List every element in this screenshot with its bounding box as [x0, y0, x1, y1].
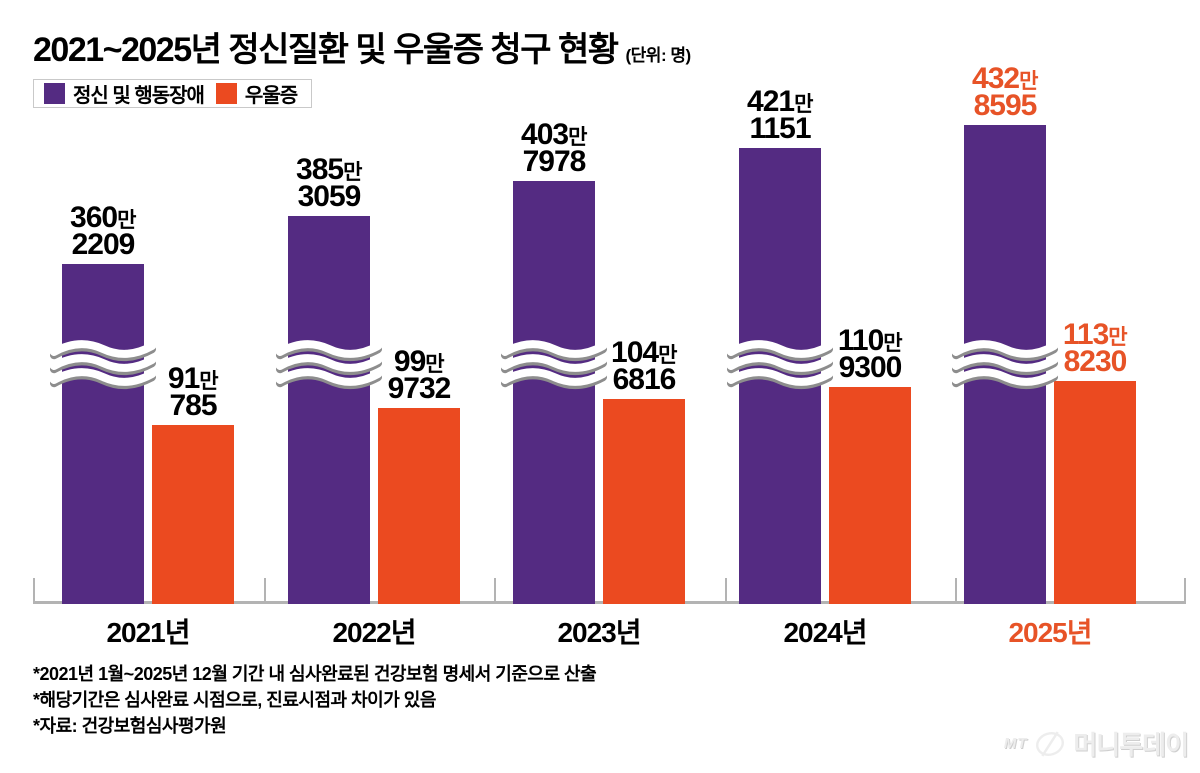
footnote-line-1: *2021년 1월~2025년 12월 기간 내 심사완료된 건강보험 명세서 …: [33, 664, 597, 684]
page-title: 2021~2025년 정신질환 및 우울증 청구 현황 (단위: 명): [33, 22, 691, 71]
moneytoday-logo: MT 머니투데이: [1003, 725, 1189, 762]
x-axis-tick: [955, 578, 957, 604]
value-label-mental-disorder-2025: 432만 8595: [972, 62, 1038, 122]
value-label-depression-2024: 110만 9300: [837, 324, 903, 384]
legend-label-mental-disorder: 정신 및 행동장애: [73, 85, 205, 107]
legend-swatch-depression: [215, 83, 237, 104]
axis-break-wave: [276, 340, 382, 390]
axis-break-wave: [501, 340, 607, 390]
unit-label: (단위: 명): [625, 46, 692, 65]
year-label-2022: 2022년: [332, 617, 416, 648]
bar-depression-2024: [829, 387, 911, 604]
moneytoday-mt-text: MT: [1003, 735, 1028, 752]
x-axis-tick: [1184, 578, 1186, 604]
value-label-mental-disorder-2022: 385만 3059: [296, 153, 362, 213]
value-label-depression-2021: 91만 785: [167, 362, 219, 422]
axis-break-wave: [727, 340, 833, 390]
year-label-2024: 2024년: [783, 617, 867, 648]
value-label-mental-disorder-2023: 403만 7978: [521, 118, 587, 178]
axis-break-wave: [952, 340, 1058, 390]
value-label-depression-2022: 99만 9732: [387, 345, 452, 405]
legend: 정신 및 행동장애 우울증: [33, 79, 313, 108]
x-axis-tick: [33, 578, 35, 604]
footnote-line-3: *자료: 건강보험심사평가원: [33, 716, 227, 736]
footnote-line-2: *해당기간은 심사완료 시점으로, 진료시점과 차이가 있음: [33, 690, 436, 710]
bar-mental-disorder-2021: [62, 264, 144, 604]
bar-depression-2021: [152, 425, 234, 604]
x-axis-tick: [725, 578, 727, 604]
value-label-mental-disorder-2024: 421만 1151: [747, 85, 813, 145]
page-title-text: 2021~2025년 정신질환 및 우울증 청구 현황: [33, 31, 619, 69]
footnotes: *2021년 1월~2025년 12월 기간 내 심사완료된 건강보험 명세서 …: [33, 661, 597, 739]
bar-depression-2023: [603, 399, 685, 604]
year-label-2025: 2025년: [1008, 617, 1092, 648]
moneytoday-name-text: 머니투데이: [1073, 730, 1189, 760]
bar-mental-disorder-2023: [513, 181, 595, 604]
value-label-depression-2025: 113만 8230: [1062, 318, 1128, 378]
value-label-depression-2023: 104만 6816: [611, 336, 677, 396]
x-axis-tick: [494, 578, 496, 604]
bar-depression-2022: [378, 408, 460, 604]
year-label-2021: 2021년: [106, 617, 190, 648]
legend-swatch-mental-disorder: [44, 83, 65, 104]
x-axis-tick: [264, 578, 266, 604]
bar-mental-disorder-2022: [288, 216, 370, 604]
legend-label-depression: 우울증: [244, 85, 298, 107]
value-label-mental-disorder-2021: 360만 2209: [70, 201, 136, 261]
moneytoday-mark-icon: [1034, 730, 1066, 758]
bar-depression-2025: [1054, 381, 1136, 604]
axis-break-wave: [50, 340, 156, 390]
year-label-2023: 2023년: [557, 617, 641, 648]
